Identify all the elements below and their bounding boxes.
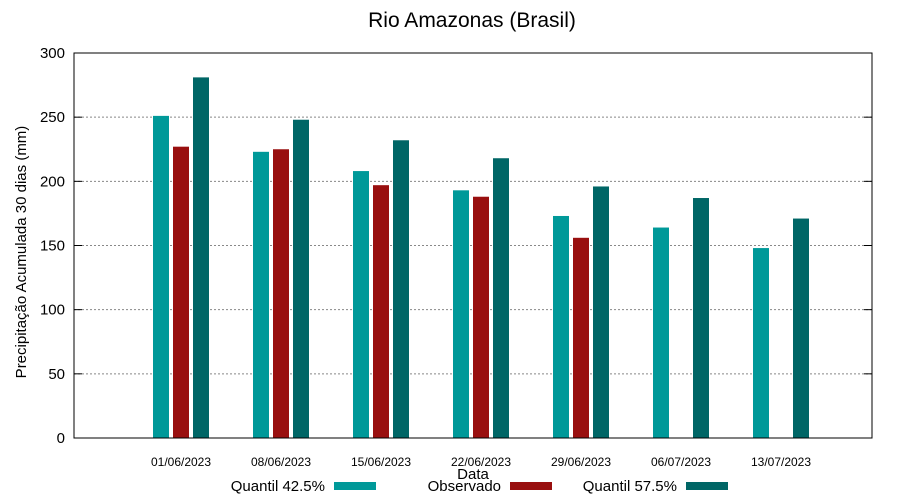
bar-quantil-57-5 [293, 119, 309, 438]
x-tick-label: 29/06/2023 [551, 455, 611, 469]
legend-swatch [334, 482, 376, 490]
bar-observado [573, 237, 589, 438]
bar-quantil-57-5 [393, 140, 409, 438]
x-axis: 01/06/2023 08/06/2023 15/06/2023 22/06/2023… [151, 455, 811, 469]
bar-quantil-42-5 [253, 151, 269, 439]
bar-quantil-42-5 [553, 215, 569, 438]
bar-quantil-57-5 [693, 198, 709, 438]
bar-quantil-57-5 [793, 218, 809, 438]
bar-quantil-42-5 [453, 190, 469, 438]
y-tick-label: 0 [57, 430, 65, 447]
chart-title: Rio Amazonas (Brasil) [368, 9, 576, 32]
y-tick-label: 300 [40, 45, 65, 62]
y-tick-label: 100 [40, 302, 65, 319]
y-tick-label: 200 [40, 173, 65, 190]
bar-quantil-57-5 [593, 186, 609, 438]
y-tick-label: 50 [48, 366, 65, 383]
x-tick-label: 01/06/2023 [151, 455, 211, 469]
bar-observado [373, 185, 389, 438]
x-tick-label: 13/07/2023 [751, 455, 811, 469]
bar-quantil-57-5 [493, 158, 509, 438]
legend-label: Quantil 57.5% [583, 478, 677, 495]
y-tick-label: 250 [40, 109, 65, 126]
x-tick-label: 15/06/2023 [351, 455, 411, 469]
bar-quantil-42-5 [153, 115, 169, 438]
y-axis-label: Precipitação Acumulada 30 dias (mm) [13, 126, 30, 379]
legend-label: Quantil 42.5% [231, 478, 325, 495]
legend-swatch [510, 482, 552, 490]
legend: Quantil 42.5% Observado Quantil 57.5% [231, 478, 728, 495]
plot-frame [73, 52, 873, 439]
legend-label: Observado [428, 478, 501, 495]
y-axis: 0 50 100 150 200 250 300 [40, 45, 872, 447]
bar-quantil-42-5 [753, 248, 769, 438]
x-axis-label: Data [457, 466, 489, 483]
bar-observado [473, 196, 489, 438]
x-tick-label: 06/07/2023 [651, 455, 711, 469]
x-tick-label: 22/06/2023 [451, 455, 511, 469]
y-tick-label: 150 [40, 238, 65, 255]
legend-swatch [686, 482, 728, 490]
bar-quantil-42-5 [353, 171, 369, 439]
bar-quantil-42-5 [653, 227, 669, 438]
bar-quantil-57-5 [193, 77, 209, 438]
bar-observado [273, 149, 289, 438]
x-tick-label: 08/06/2023 [251, 455, 311, 469]
bar-observado [173, 146, 189, 438]
bars [153, 77, 809, 439]
